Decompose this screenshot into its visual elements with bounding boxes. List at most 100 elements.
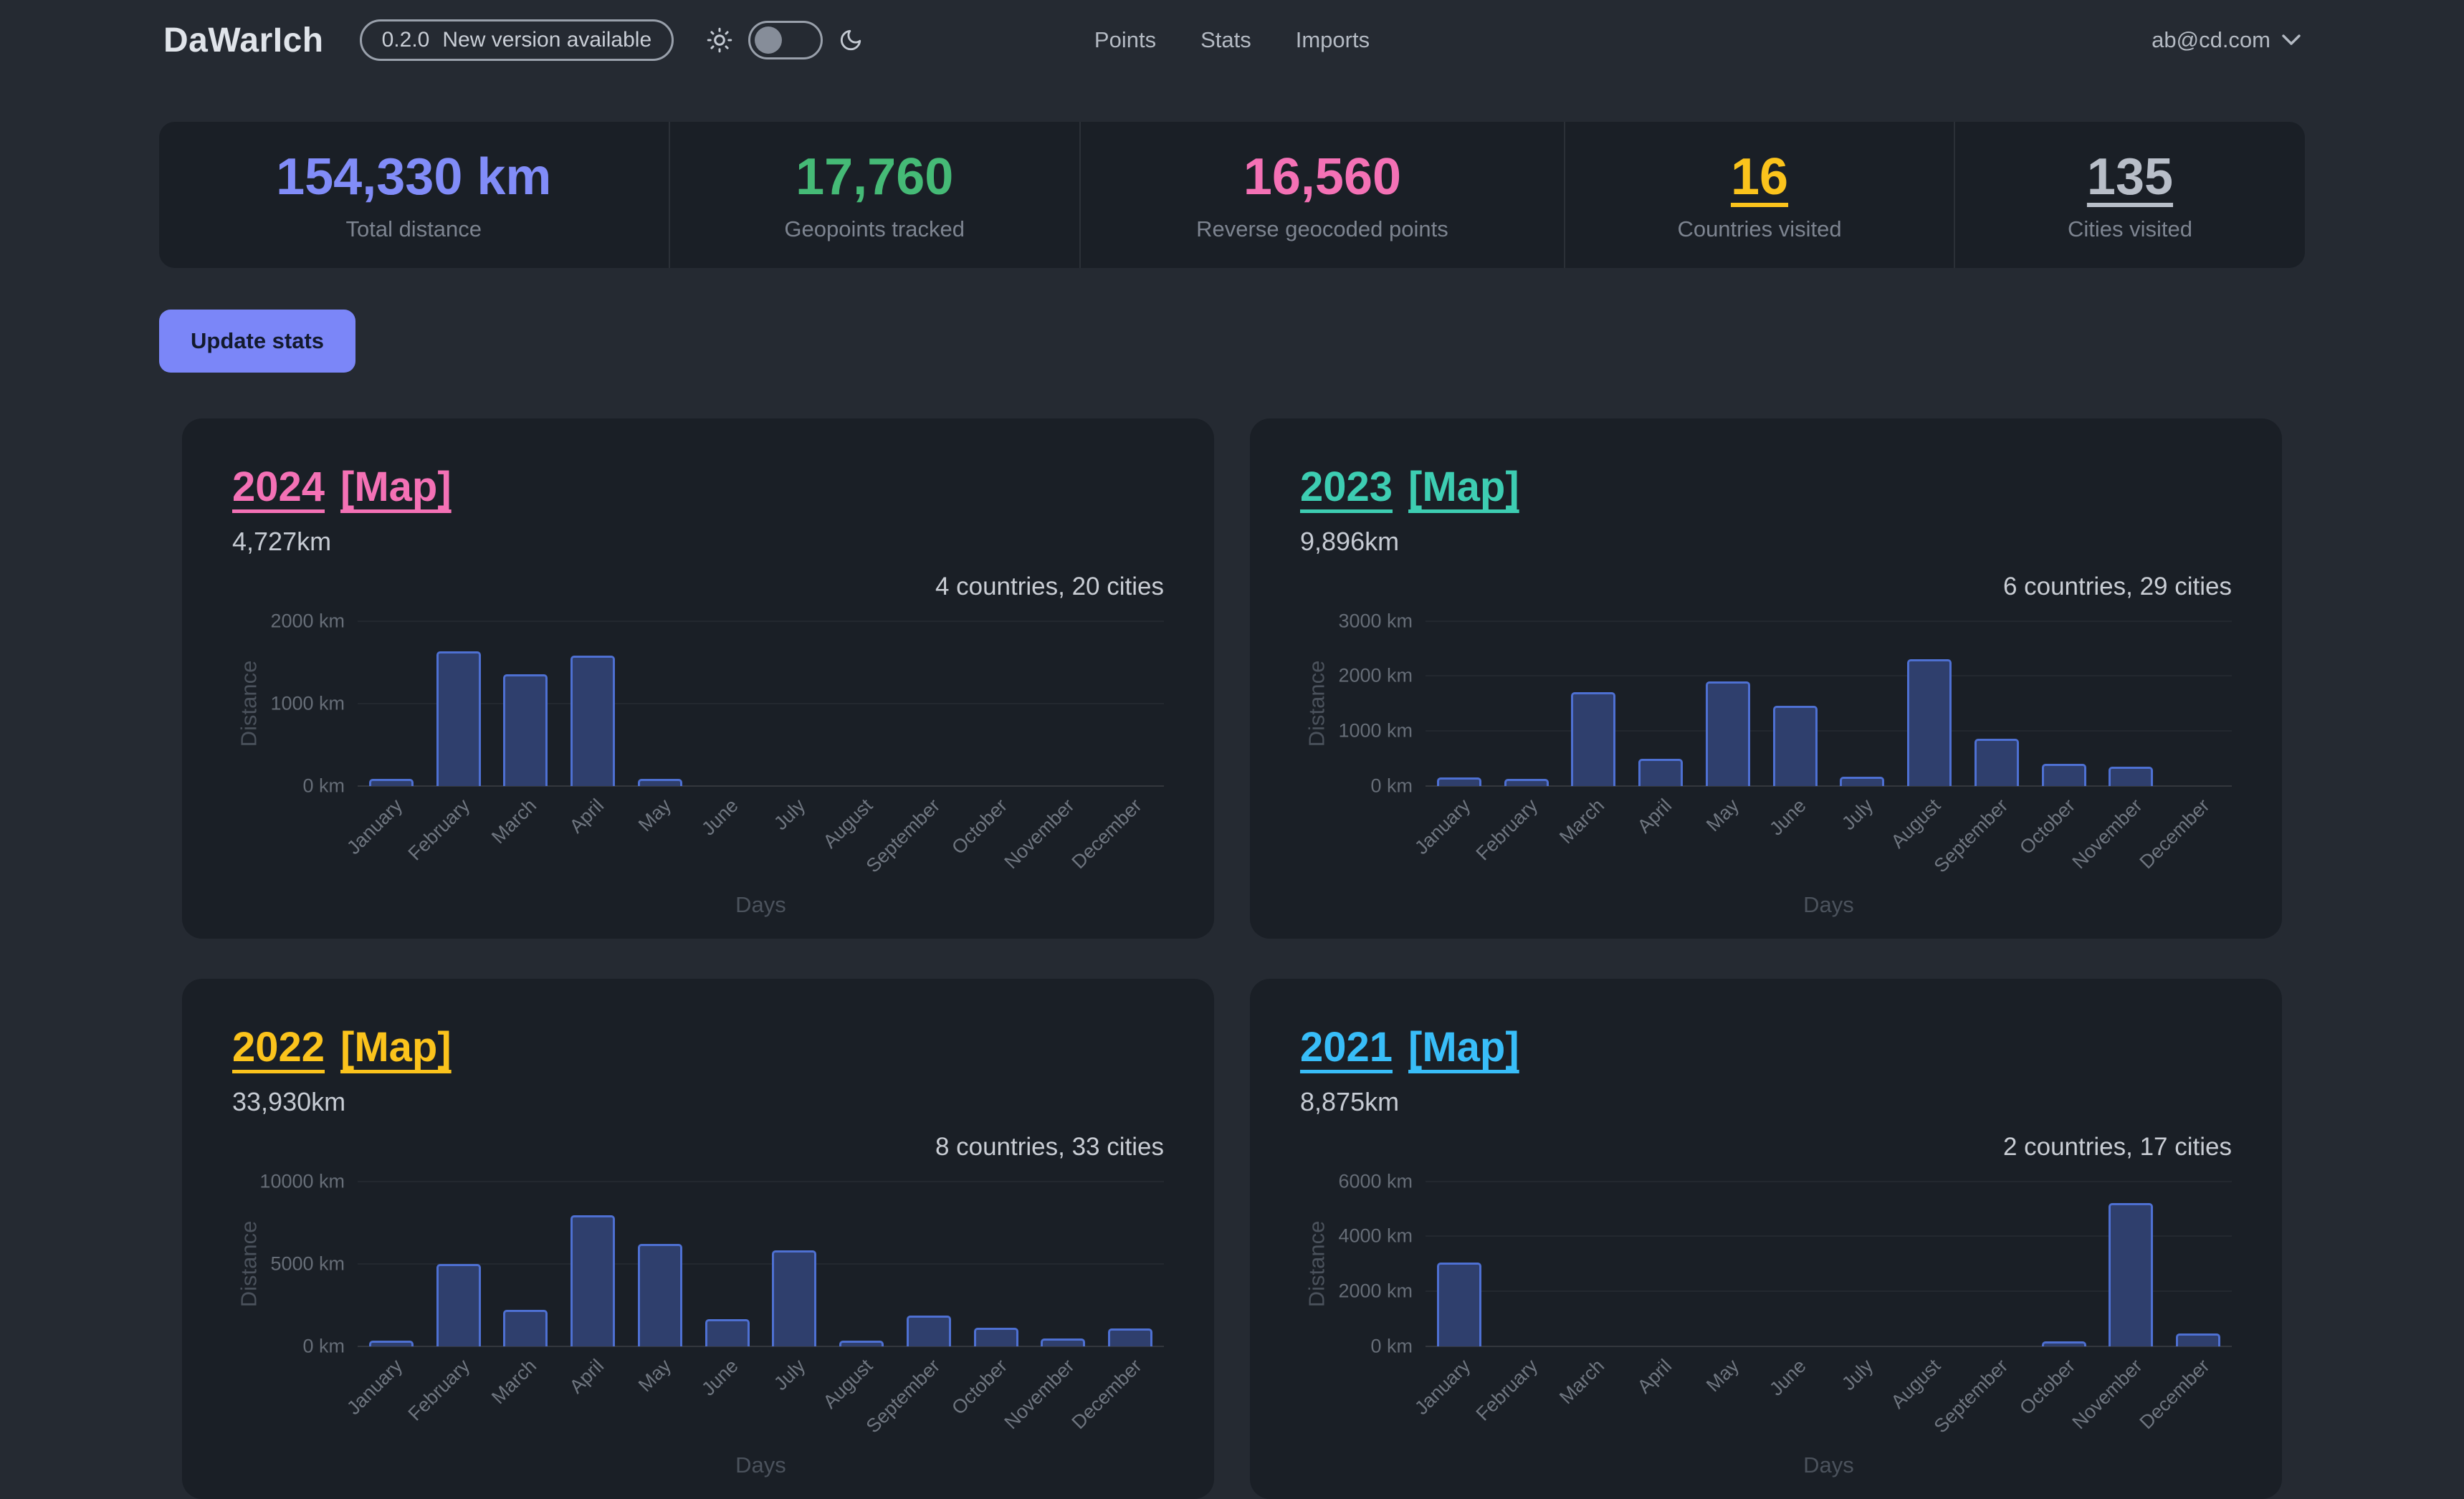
x-axis-baseline (1426, 1345, 2232, 1347)
x-axis-labels: January February March April May June July Augu… (1410, 1346, 2232, 1452)
year-2024-map-link[interactable]: [Map] (340, 463, 452, 510)
year-2024-chart: Distance 0 km 1000 km 2000 km January Febru… (232, 610, 1164, 918)
user-menu[interactable]: ab@cd.com (2152, 27, 2301, 53)
bar-slot-april (1627, 621, 1694, 786)
stat-geopoints-label: Geopoints tracked (784, 216, 965, 241)
bars-area (358, 1182, 1164, 1346)
stat-countries-visited-link[interactable]: 16 (1730, 148, 1789, 206)
bar-slot-august (1896, 1182, 1963, 1346)
x-axis-labels: January February March April May June July Augu… (343, 1346, 1164, 1452)
gridline (358, 1263, 1164, 1265)
bar-slot-september (895, 621, 963, 786)
bar-slot-june (694, 1182, 761, 1346)
bar-august (1907, 658, 1952, 786)
x-tick-label: April (565, 1354, 608, 1398)
stat-cities-visited-link[interactable]: 135 (2086, 148, 2174, 206)
app-logo[interactable]: DaWarIch (163, 21, 324, 59)
bar-slot-october (2030, 1182, 2098, 1346)
x-tick-label: October (947, 794, 1011, 858)
x-tick-label: August (818, 1354, 877, 1413)
theme-toggle[interactable] (748, 21, 823, 59)
x-axis-title: Days (1803, 891, 1854, 917)
bars-area (1426, 621, 2232, 786)
bar-slot-july (1829, 621, 1896, 786)
sun-icon (707, 27, 732, 53)
x-tick-label: June (1765, 1354, 1810, 1400)
bar-slot-october (2030, 621, 2098, 786)
bar-slot-january (1426, 1182, 1493, 1346)
bar-april (570, 655, 616, 786)
bar-slot-november (2098, 1182, 2165, 1346)
nav-imports[interactable]: Imports (1295, 27, 1370, 52)
year-2024-summary: 4 countries, 20 cities (935, 572, 1164, 600)
bar-slot-march (492, 621, 560, 786)
chevron-down-icon (2282, 34, 2301, 45)
bar-slot-june (1762, 621, 1829, 786)
year-2021-link[interactable]: 2021 (1300, 1023, 1393, 1071)
nav-points[interactable]: Points (1094, 27, 1157, 52)
bar-slot-february (1493, 1182, 1560, 1346)
x-tick-label: October (947, 1354, 1011, 1419)
bar-january (368, 778, 414, 786)
bar-slot-february (1493, 621, 1560, 786)
stat-reverse-geocoded: 16,560 Reverse geocoded points (1079, 122, 1564, 268)
bar-slot-august (828, 1182, 895, 1346)
year-2023-link[interactable]: 2023 (1300, 463, 1393, 510)
bar-december (2176, 1333, 2221, 1346)
x-axis-baseline (358, 1345, 1164, 1347)
year-2023-chart: Distance 0 km 1000 km 2000 km 3000 km Janua… (1300, 610, 2232, 918)
stat-geopoints-value: 17,760 (796, 148, 954, 206)
y-axis-title: Distance (236, 1220, 262, 1307)
y-tick-label: 0 km (1370, 775, 1413, 797)
year-2023-map-link[interactable]: [Map] (1408, 463, 1519, 510)
year-card-2023: 2023 [Map] 9,896km 6 countries, 29 citie… (1250, 418, 2282, 939)
plot-area: 0 km 5000 km 10000 km (259, 1170, 1164, 1356)
stat-cities-visited: 135 Cities visited (1953, 122, 2305, 268)
y-tick-label: 0 km (1370, 1335, 1413, 1357)
x-tick-label: February (403, 794, 474, 865)
x-tick-label: August (1886, 794, 1945, 853)
x-tick-label: March (1555, 794, 1609, 848)
update-stats-button[interactable]: Update stats (159, 309, 356, 373)
x-tick-label: May (634, 794, 676, 835)
bar-july (1840, 777, 1885, 786)
x-axis-baseline (1426, 785, 2232, 787)
year-2022-map-link[interactable]: [Map] (340, 1023, 452, 1071)
gridline (358, 620, 1164, 622)
bar-slot-january (358, 1182, 425, 1346)
x-axis-title: Days (735, 1452, 786, 1478)
bar-may (637, 779, 682, 786)
bar-slot-may (626, 621, 694, 786)
bar-february (436, 651, 481, 786)
x-axis-title: Days (735, 891, 786, 917)
stat-total-distance-value: 154,330 km (276, 148, 552, 206)
gridline (1426, 1235, 2232, 1237)
bar-slot-october (963, 621, 1030, 786)
nav-stats[interactable]: Stats (1200, 27, 1251, 52)
x-tick-label: November (1000, 1354, 1079, 1433)
x-tick-label: January (342, 794, 407, 858)
bar-october (973, 1328, 1018, 1346)
version-number: 0.2.0 (381, 28, 430, 52)
year-2022-link[interactable]: 2022 (232, 1023, 325, 1071)
bar-november (2109, 767, 2154, 786)
bar-march (503, 674, 548, 786)
x-tick-label: February (403, 1354, 474, 1425)
bar-slot-december (1097, 1182, 1164, 1346)
y-tick-label: 10000 km (259, 1170, 345, 1192)
year-2022-distance: 33,930km (232, 1086, 346, 1116)
bar-slot-july (761, 621, 829, 786)
bar-february (1504, 779, 1549, 786)
stats-panel: 154,330 km Total distance 17,760 Geopoin… (159, 122, 2305, 268)
bar-slot-may (626, 1182, 694, 1346)
year-2021-map-link[interactable]: [Map] (1408, 1023, 1519, 1071)
stat-total-distance: 154,330 km Total distance (159, 122, 669, 268)
x-tick-label: June (1765, 794, 1810, 840)
bar-may (637, 1244, 682, 1346)
year-2021-chart: Distance 0 km 2000 km 4000 km 6000 km Janua… (1300, 1170, 2232, 1478)
x-tick-label: January (342, 1354, 407, 1419)
version-badge[interactable]: 0.2.0 New version available (359, 19, 674, 61)
x-tick-label: October (2015, 794, 2079, 858)
year-2024-link[interactable]: 2024 (232, 463, 325, 510)
y-tick-label: 2000 km (270, 610, 345, 632)
